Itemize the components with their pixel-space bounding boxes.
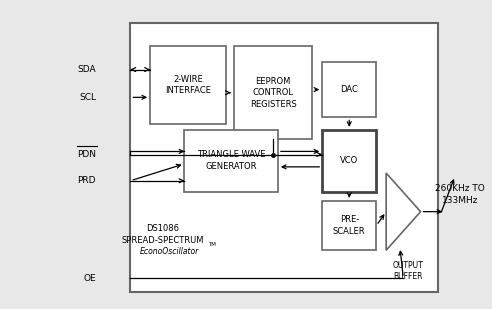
- Text: TRIANGLE WAVE
GENERATOR: TRIANGLE WAVE GENERATOR: [197, 150, 266, 171]
- Text: DS1086
SPREAD-SPECTRUM: DS1086 SPREAD-SPECTRUM: [121, 224, 204, 245]
- Text: PDN: PDN: [77, 150, 96, 159]
- Text: TM: TM: [208, 242, 215, 247]
- Polygon shape: [386, 173, 421, 250]
- Bar: [322, 201, 376, 250]
- Text: OUTPUT
BUFFER: OUTPUT BUFFER: [393, 261, 424, 281]
- Bar: [322, 62, 376, 117]
- Text: VCO: VCO: [340, 156, 358, 165]
- Bar: [234, 46, 312, 139]
- Bar: [184, 130, 278, 192]
- Text: SDA: SDA: [77, 65, 96, 74]
- Bar: [130, 23, 438, 292]
- Text: EconoOscillator: EconoOscillator: [140, 247, 199, 256]
- Text: PRE-
SCALER: PRE- SCALER: [333, 215, 366, 236]
- Bar: [150, 46, 226, 124]
- Text: 260KHz TO
133MHz: 260KHz TO 133MHz: [435, 184, 485, 205]
- Text: DAC: DAC: [340, 85, 358, 94]
- Text: SCL: SCL: [79, 93, 96, 102]
- Text: OE: OE: [83, 273, 96, 283]
- Bar: [322, 130, 376, 192]
- Text: EEPROM
CONTROL
REGISTERS: EEPROM CONTROL REGISTERS: [249, 77, 296, 109]
- Text: PRD: PRD: [77, 176, 96, 185]
- Text: 2-WIRE
INTERFACE: 2-WIRE INTERFACE: [165, 75, 211, 95]
